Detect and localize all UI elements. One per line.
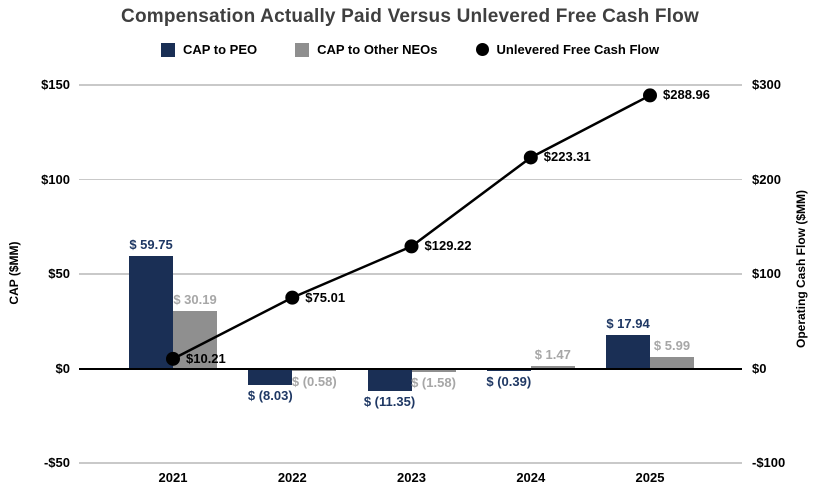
legend-item-label: CAP to Other NEOs — [317, 42, 438, 57]
ufcf-line — [172, 94, 651, 360]
legend-square-swatch-icon — [295, 42, 310, 57]
gridline — [79, 462, 742, 464]
y-left-tick-label: $150 — [41, 77, 70, 92]
bar-cap-to-peo — [486, 369, 531, 371]
zero-axis-line — [79, 367, 742, 370]
ufcf-point-label: $129.22 — [424, 238, 472, 254]
bar-cap-to-peo — [248, 369, 293, 385]
x-tick-label: 2023 — [397, 470, 426, 485]
x-tick-label: 2022 — [277, 470, 307, 485]
bar-value-label: $ 5.99 — [653, 338, 691, 354]
bar-cap-to-peo — [367, 369, 412, 391]
bar-cap-to-other-neos — [292, 369, 337, 371]
ufcf-point-label: $10.21 — [186, 350, 226, 366]
y-left-tick-label: $0 — [55, 360, 70, 376]
legend-item-ufcf: Unlevered Free Cash Flow — [475, 42, 660, 57]
gridline — [79, 178, 742, 181]
legend-item-neos: CAP to Other NEOs — [295, 42, 438, 57]
bar-value-label: $ 17.94 — [606, 315, 650, 331]
y-right-tick-label: -$100 — [752, 455, 786, 470]
x-tick-label: 2024 — [516, 470, 546, 485]
bar-value-label: $ 1.47 — [534, 346, 571, 362]
bar-cap-to-other-neos — [530, 365, 575, 369]
ufcf-point-label: $75.01 — [305, 289, 346, 305]
ufcf-point — [285, 290, 300, 305]
bar-cap-to-peo — [129, 255, 173, 369]
bar-value-label: $ (8.03) — [247, 387, 293, 403]
ufcf-point — [643, 88, 657, 103]
ufcf-point-label: $223.31 — [543, 149, 591, 165]
ufcf-point — [523, 150, 538, 165]
y-right-tick-label: $0 — [752, 360, 767, 376]
x-tick-label: 2021 — [158, 470, 188, 485]
bar-value-label: $ (0.39) — [486, 373, 532, 389]
legend-item-label: Unlevered Free Cash Flow — [496, 42, 660, 57]
bar-cap-to-other-neos — [411, 369, 456, 373]
legend: CAP to PEO CAP to Other NEOs Unlevered Fre… — [0, 42, 820, 57]
y-left-tick-label: -$50 — [43, 455, 70, 470]
bar-value-label: $ (1.58) — [411, 375, 456, 391]
gridline — [79, 273, 742, 275]
y-right-tick-label: $300 — [752, 77, 781, 92]
legend-item-label: CAP to PEO — [182, 42, 258, 57]
chart-title: Compensation Actually Paid Versus Unleve… — [121, 6, 699, 27]
legend-square-swatch-icon — [160, 42, 175, 57]
bar-value-label: $ (0.58) — [291, 373, 337, 389]
bar-cap-to-other-neos — [650, 357, 694, 369]
ufcf-point — [404, 239, 419, 254]
x-tick-label: 2025 — [635, 470, 665, 485]
bar-value-label: $ 30.19 — [173, 292, 217, 308]
bar-value-label: $ 59.75 — [129, 236, 173, 252]
y-left-tick-label: $50 — [48, 266, 70, 281]
legend-circle-marker-icon — [475, 43, 489, 56]
bar-value-label: $ (11.35) — [363, 393, 416, 409]
gridline — [79, 84, 742, 86]
y-left-tick-label: $100 — [41, 171, 70, 187]
legend-item-peo: CAP to PEO — [160, 42, 258, 57]
y-right-tick-label: $100 — [752, 266, 781, 281]
y-right-tick-label: $200 — [752, 171, 781, 187]
ufcf-point-label: $288.96 — [663, 87, 710, 103]
